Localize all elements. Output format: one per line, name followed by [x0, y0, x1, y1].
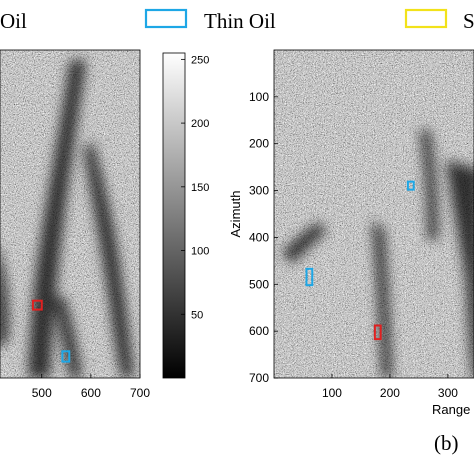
right-x-axis: 100 200 300: [322, 374, 458, 400]
legend-label-oil: Oil: [0, 9, 27, 33]
legend-label-thin-oil: Thin Oil: [204, 9, 276, 33]
colorbar-tick-label-200: 200: [191, 118, 209, 130]
left-xtick-label-700: 700: [130, 386, 150, 400]
right-y-axis: 100 200 300 400 500 600 700: [249, 90, 278, 385]
legend: Oil Thin Oil S: [0, 8, 474, 33]
left-annotation-boxes: [0, 265, 71, 363]
left-panel-frame: [0, 49, 141, 379]
colorbar-tick-label-250: 250: [191, 54, 209, 66]
left-box-2: [31, 299, 43, 311]
left-xtick-label-600: 600: [81, 386, 101, 400]
right-ylabel: Azimuth: [228, 191, 243, 238]
right-ytick-label-100: 100: [249, 90, 269, 104]
right-xlabel: Range: [432, 402, 470, 417]
colorbar-tick-label-50: 50: [191, 309, 203, 321]
left-sar-panel: [0, 50, 140, 378]
legend-swatch-third: [404, 8, 448, 29]
right-ytick-label-600: 600: [249, 324, 269, 338]
panel-label-b: (b): [434, 431, 459, 455]
right-box-3: [406, 180, 415, 191]
colorbar: 50 100 150 200 250: [162, 52, 209, 379]
right-xtick-label-300: 300: [438, 386, 458, 400]
right-box-2: [373, 324, 382, 341]
right-ytick-label-700: 700: [249, 371, 269, 385]
legend-swatch-thin-oil: [144, 8, 188, 29]
right-ytick-label-300: 300: [249, 184, 269, 198]
right-sar-panel: [274, 50, 474, 378]
colorbar-tick-label-100: 100: [191, 246, 209, 258]
left-xtick-label-500: 500: [32, 386, 52, 400]
right-panel-frame: [273, 49, 474, 379]
right-ytick-label-400: 400: [249, 230, 269, 244]
legend-label-third: S: [463, 9, 474, 33]
colorbar-gradient: [162, 52, 186, 379]
right-box-1: [305, 267, 314, 287]
colorbar-tick-label-150: 150: [191, 182, 209, 194]
right-ytick-label-200: 200: [249, 137, 269, 151]
right-xtick-label-100: 100: [322, 386, 342, 400]
left-x-axis: 500 600 700: [32, 374, 150, 400]
right-ytick-label-500: 500: [249, 277, 269, 291]
right-xtick-label-200: 200: [380, 386, 400, 400]
right-annotation-boxes: [305, 180, 415, 341]
left-box-3: [61, 350, 71, 363]
